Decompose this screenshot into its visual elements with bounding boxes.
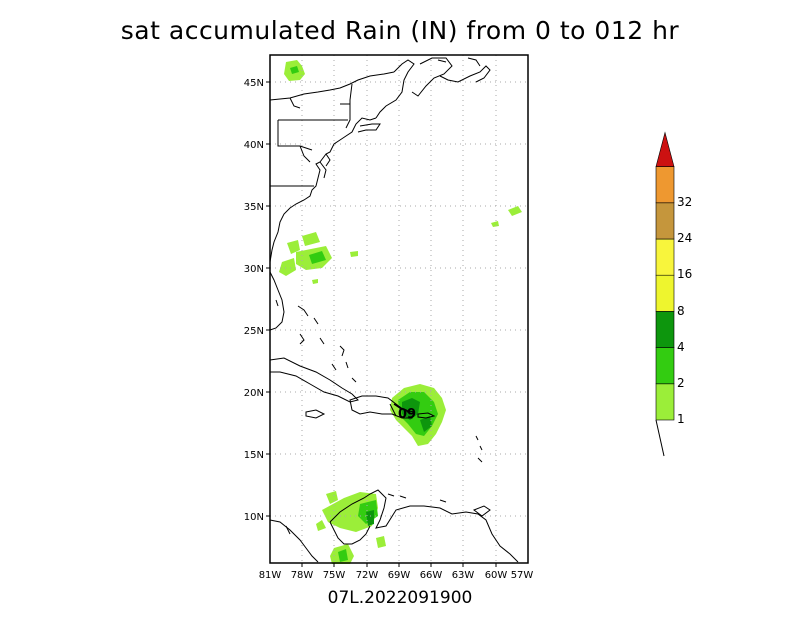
lat-label: 45N [244,78,264,89]
colorbar-label: 8 [677,304,685,318]
lat-label: 25N [244,326,264,337]
colorbar-swatch [655,202,675,240]
lon-label: 57W [511,570,534,581]
colorbar-swatch [655,166,675,204]
graticule [270,55,528,563]
lat-label: 15N [244,450,264,461]
rain-patch-southeast [279,232,358,284]
colorbar-tail [655,419,665,457]
colorbar-labels: 1 2 4 8 16 24 32 [677,195,692,426]
lat-label: 35N [244,202,264,213]
colorbar-swatch [655,311,675,348]
rain-patch-atlantic [491,206,522,227]
lat-label: 30N [244,264,264,275]
lon-label: 72W [356,570,379,581]
lat-label: 40N [244,140,264,151]
lat-ticks [266,81,270,517]
colorbar-swatch [655,383,675,421]
map-title: sat accumulated Rain (IN) from 0 to 012 … [120,16,680,45]
storm-track: 09 [393,403,416,422]
storm-label: 09 [398,407,416,422]
colorbar-label: 32 [677,195,692,209]
lon-label: 63W [452,570,475,581]
colorbar-label: 4 [677,340,685,354]
rain-patch-caribbean-south [316,491,386,564]
colorbar-label: 24 [677,231,692,245]
lon-label: 75W [323,570,346,581]
lon-label: 81W [259,570,282,581]
lon-label: 60W [485,570,508,581]
lon-labels: 81W 78W 75W 72W 69W 66W 63W 60W 57W [259,570,534,581]
colorbar-cap [655,131,675,167]
map-caption: 07L.2022091900 [327,588,473,608]
rain-areas [279,60,522,564]
lon-label: 78W [291,570,314,581]
colorbar-swatch [655,238,675,276]
coastlines [269,57,519,563]
colorbar-label: 16 [677,267,692,281]
colorbar-swatch [655,347,675,385]
lon-label: 69W [388,570,411,581]
colorbar-segments [655,131,675,421]
lat-labels: 45N 40N 35N 30N 25N 20N 15N 10N [244,78,264,523]
colorbar-swatch [655,274,675,312]
colorbar-label: 1 [677,412,685,426]
lat-label: 20N [244,388,264,399]
rain-patch-new-england [284,60,305,81]
lon-label: 66W [420,570,443,581]
colorbar-label: 2 [677,376,685,390]
lat-label: 10N [244,512,264,523]
lon-ticks [301,563,497,567]
